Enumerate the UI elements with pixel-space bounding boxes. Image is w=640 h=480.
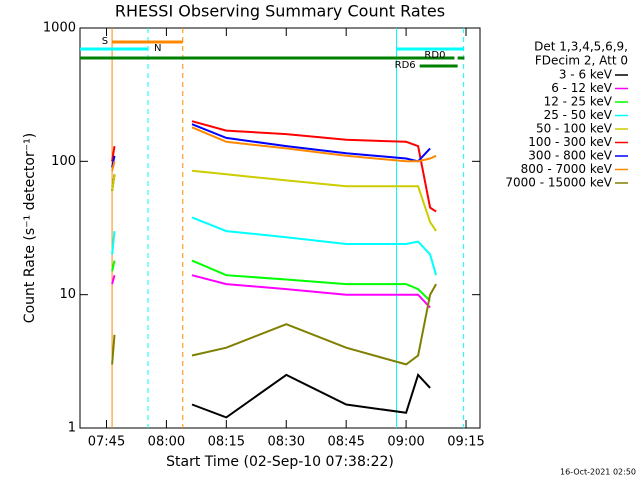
legend-label: 3 - 6 keV	[559, 68, 613, 82]
y-axis-title: Count Rate (s⁻¹ detector⁻¹)	[22, 133, 38, 323]
footer: 16-Oct-2021 02:50	[560, 468, 636, 477]
flag-label: RD0	[424, 50, 445, 61]
legend-label: 7000 - 15000 keV	[505, 176, 612, 190]
x-tick-label: 09:15	[447, 435, 484, 450]
x-tick-label: 08:00	[148, 435, 185, 450]
legend-label: 300 - 800 keV	[528, 149, 612, 163]
legend-label: 12 - 25 keV	[544, 95, 613, 109]
x-tick-label: 08:45	[327, 435, 364, 450]
x-tick-label: 09:00	[387, 435, 424, 450]
legend-label: 50 - 100 keV	[536, 122, 613, 136]
legend-label: 25 - 50 keV	[544, 108, 613, 122]
series-line	[111, 283, 437, 366]
legend-label: 100 - 300 keV	[528, 135, 612, 149]
y-tick-label: 1	[68, 421, 76, 436]
flag-label: S	[102, 36, 108, 47]
legend-label: 6 - 12 keV	[551, 81, 613, 95]
y-tick-label: 1000	[43, 21, 76, 36]
series-line	[111, 216, 438, 276]
x-tick-label: 08:15	[208, 435, 245, 450]
chart-title: RHESSI Observing Summary Count Rates	[115, 2, 445, 21]
x-tick-label: 08:30	[268, 435, 305, 450]
series-line	[111, 259, 431, 302]
series-line	[111, 169, 437, 232]
y-tick-label: 10	[59, 287, 76, 302]
plot-frame	[79, 27, 481, 429]
flag-label: RD6	[395, 60, 416, 71]
flag-label: N	[154, 43, 161, 54]
x-tick-label: 07:45	[88, 435, 125, 450]
legend-header: FDecim 2, Att 0	[535, 54, 628, 68]
legend-header: Det 1,3,4,5,6,9,	[534, 40, 628, 54]
legend-label: 800 - 7000 keV	[521, 162, 613, 176]
series-line	[111, 274, 431, 309]
x-axis-title: Start Time (02-Sep-10 07:38:22)	[166, 454, 394, 470]
series-line	[111, 126, 437, 171]
y-tick-label: 100	[51, 154, 76, 169]
series-line	[111, 120, 437, 213]
